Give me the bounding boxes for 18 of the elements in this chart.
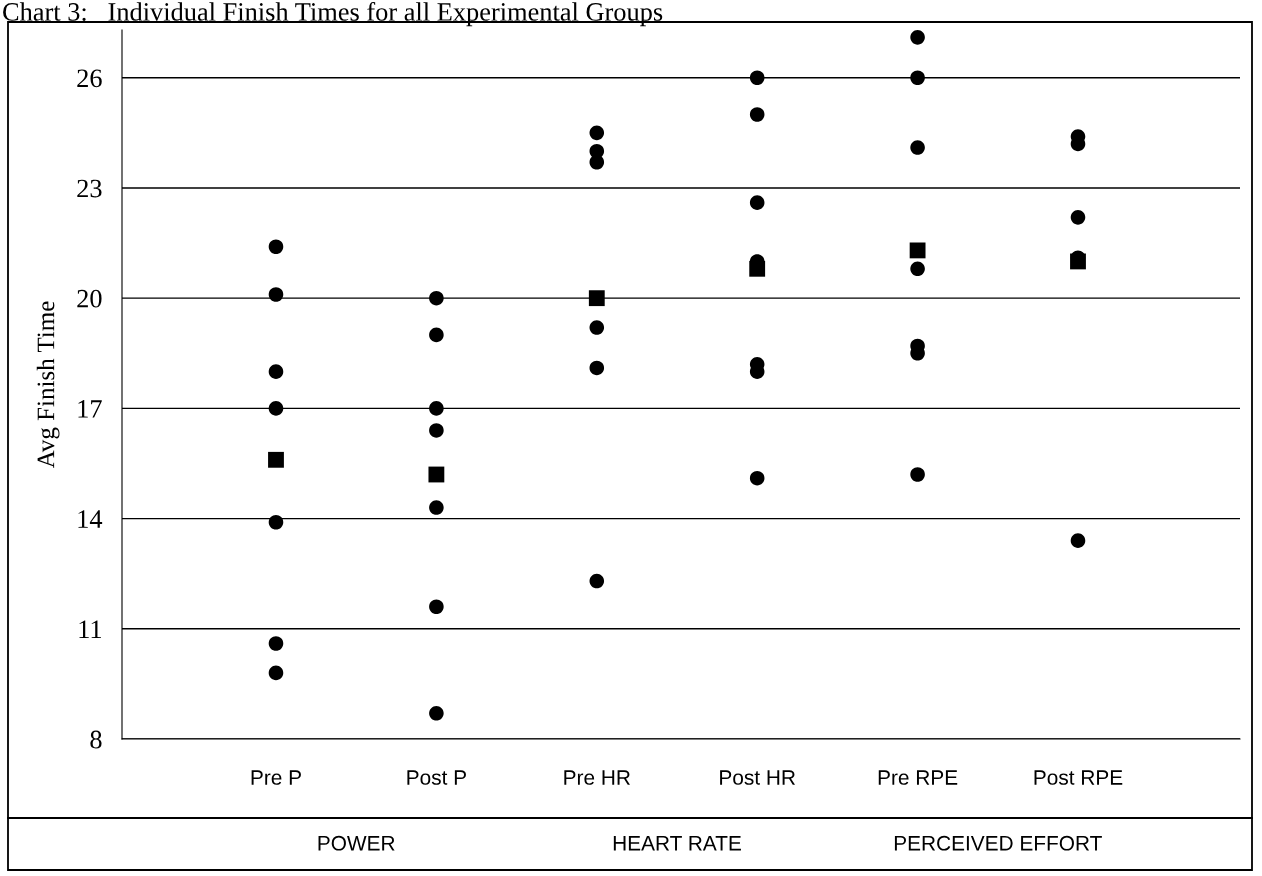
text: HEART RATE bbox=[613, 836, 741, 851]
chart-title: Chart 3: Individual Finish Times for all Experimental Groups bbox=[3, 2, 663, 27]
x-tick-label: Pre RPE bbox=[878, 770, 958, 785]
x-tick-label: Post HR bbox=[720, 770, 796, 785]
x-tick-label: Post P bbox=[407, 770, 466, 785]
y-tick-label: 20 bbox=[77, 289, 102, 308]
y-tick-label: 23 bbox=[77, 179, 102, 198]
x-tick-label: Post RPE bbox=[1034, 770, 1123, 785]
x-tick-label: Pre P bbox=[251, 770, 301, 785]
text: PERCEIVED EFFORT bbox=[894, 835, 1102, 851]
text: POWER bbox=[318, 835, 395, 851]
y-axis-title: Avg Finish Time bbox=[36, 301, 60, 469]
y-tick-label: 17 bbox=[78, 400, 102, 418]
x-tick-label: Pre HR bbox=[564, 770, 630, 785]
y-tick-label: 8 bbox=[90, 730, 102, 749]
y-tick-label: 11 bbox=[79, 620, 101, 638]
y-tick-label: 14 bbox=[78, 510, 103, 528]
y-tick-label: 26 bbox=[77, 69, 102, 88]
